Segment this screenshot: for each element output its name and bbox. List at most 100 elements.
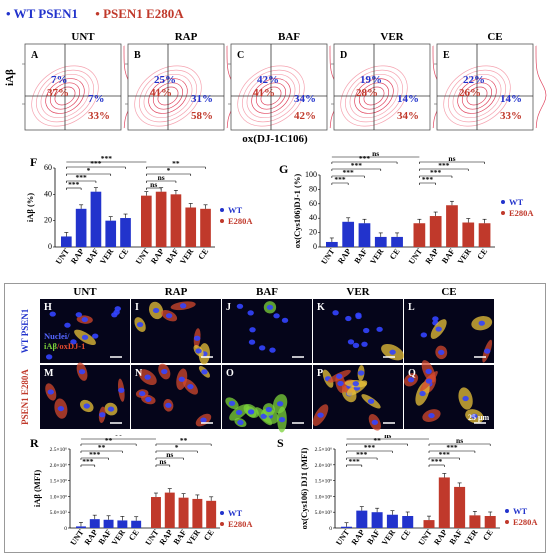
sig-label: *** [351,161,363,170]
contour-ring [49,82,81,110]
flow-e280a-upper: 41% [150,87,172,99]
sig-label: *** [90,159,102,168]
sig-label: *** [431,457,443,466]
contour-ring [143,73,193,119]
x-tick-label: UNT [144,527,161,547]
y-tick-label: 1.0×10⁶ [315,494,332,500]
bar-WT-VER [105,220,117,247]
bar-WT-UNT [61,236,72,247]
flow-panel-D: VER D 19%28% 14% 34% [331,31,444,131]
micro-col-UNT: UNT [73,286,97,298]
y-tick-label: 0 [329,526,332,532]
micro-letter-N: N [135,368,143,379]
cell-nucleus [178,376,185,382]
cell-nucleus [228,400,236,406]
x-tick-label: CE [388,247,402,261]
sig-label: *** [343,168,355,177]
cell-nucleus [355,313,362,320]
micro-image-K: K [313,299,405,363]
cell-nucleus [145,396,152,403]
bar-E280A-VER [185,207,197,247]
micro-image-L: L [404,299,494,363]
y-tick-label: 2.5×10⁶ [50,447,67,453]
contour-ring [466,86,488,106]
cell-nucleus [144,374,151,380]
y-tick-label: 2.0×10⁶ [315,463,332,469]
bar-E280A-UNT [141,195,152,247]
sig-label: * [167,166,171,175]
legend-e280a-label: PSEN1 E280A [103,6,184,21]
flow-e280a-upper: 28% [356,87,378,99]
bar-E280A-RAP [438,477,450,528]
flow-e280a-right: 58% [191,110,213,122]
bar-WT-RAP [75,208,87,247]
cell-nucleus [70,339,77,345]
y-tick-label: 60 [44,163,52,172]
stain-nuclei: Nuclei/ [44,331,70,341]
cell-nucleus [187,384,194,390]
sig-label-top: ns [384,435,391,440]
contour-ring [255,82,287,110]
x-tick-label: UNT [417,527,434,547]
chart-letter-S: S [277,436,284,450]
sig-label: ** [172,159,180,168]
flow-wt-right: 31% [191,93,213,105]
bar-WT-UNT [76,526,86,528]
contour-ring [40,73,90,119]
cell-nucleus [407,377,415,383]
bar-WT-BAF [371,512,383,528]
x-tick-label: UNT [134,246,151,266]
contour-ring [36,69,94,123]
micro-letter-O: O [226,368,234,379]
bar-E280A-UNT [151,497,161,528]
cell-nucleus [483,348,491,354]
sig-label: ns [159,457,166,466]
bar-WT-CE [120,218,131,247]
flow-letter-C: C [237,50,244,61]
cell-nucleus [260,413,267,419]
flow-title-B: RAP [175,31,198,43]
legend-label-WT: WT [513,506,528,516]
bar-WT-RAP [356,510,368,528]
cell-nucleus [78,369,86,375]
bar-E280A-BAF [446,205,458,247]
cell-nucleus [435,326,442,332]
cell-nucleus [367,398,375,404]
chart-ylabel: ox(Cys106) DJ1 (MFI) [299,447,309,529]
sig-label: * [87,166,91,175]
x-tick-label: RAP [83,528,100,547]
contour-ring [349,73,399,119]
flow-e280a-upper: 37% [47,87,69,99]
cell-nucleus [83,403,90,409]
micro-image-O: O [222,365,312,433]
chart-letter-R: R [30,436,39,450]
x-tick-label: VER [110,528,127,547]
cell-nucleus [336,373,343,379]
x-tick-label: VER [380,528,397,547]
bar-WT-VER [374,236,387,247]
cell-nucleus [111,312,118,318]
cell-nucleus [376,326,383,332]
sig-label: *** [82,457,94,466]
x-tick-label: VER [98,247,115,266]
cell-nucleus [248,339,256,345]
sig-label: *** [422,175,434,184]
flow-e280a-upper: 41% [253,87,275,99]
x-tick-label: CE [202,528,216,542]
flow-panel-row: iAβ UNT A 7% 37% 7% 33% RAP B 25% 41% 31% 58% BAF C 42… [0,30,550,150]
sig-label: *** [359,154,371,163]
y-tick-label: 1.5×10⁶ [50,479,67,485]
bar-WT-BAF [90,191,102,247]
legend-label-WT: WT [228,508,243,518]
cell-nucleus [179,303,187,309]
sig-label-top: ** [115,435,123,440]
flow-wt-right: 34% [294,93,316,105]
flow-wt-right: 7% [88,93,105,105]
x-tick-label: RAP [423,247,440,266]
sig-label: ns [158,173,165,182]
legend-marker-WT [220,208,224,212]
x-tick-label: RAP [69,247,86,266]
cell-nucleus [235,409,243,416]
